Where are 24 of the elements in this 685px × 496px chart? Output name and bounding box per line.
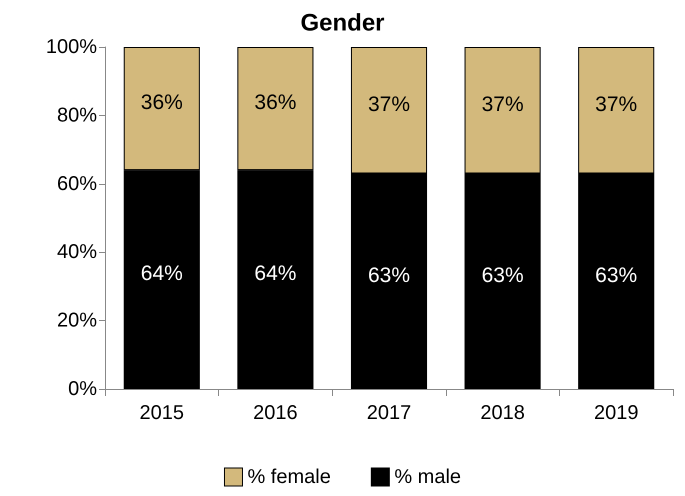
x-tick-label: 2016 xyxy=(253,402,298,424)
data-label: 36% xyxy=(140,91,183,114)
data-label: 64% xyxy=(254,262,296,286)
x-tick-label: 2017 xyxy=(366,402,412,424)
data-label: 64% xyxy=(140,262,183,286)
y-tick-label: 80% xyxy=(56,104,98,126)
data-label: 63% xyxy=(368,264,410,287)
x-tick-label: 2015 xyxy=(140,402,184,424)
legend-label: % male xyxy=(394,466,462,488)
y-tick-label: 100% xyxy=(46,36,98,58)
y-tick-label: 40% xyxy=(56,241,98,264)
chart-title: Gender xyxy=(300,10,385,36)
data-label: 36% xyxy=(254,91,296,114)
legend-label: % female xyxy=(247,466,331,488)
data-label: 37% xyxy=(595,92,638,116)
x-tick-label: 2018 xyxy=(480,402,525,424)
y-tick-label: 20% xyxy=(56,310,98,332)
data-label: 63% xyxy=(482,264,524,287)
data-label: 37% xyxy=(482,92,524,116)
data-label: 63% xyxy=(595,264,638,287)
y-tick-label: 60% xyxy=(56,172,98,195)
data-label: 37% xyxy=(368,92,410,116)
x-tick-label: 2019 xyxy=(594,402,638,424)
y-tick-label: 0% xyxy=(68,378,98,400)
